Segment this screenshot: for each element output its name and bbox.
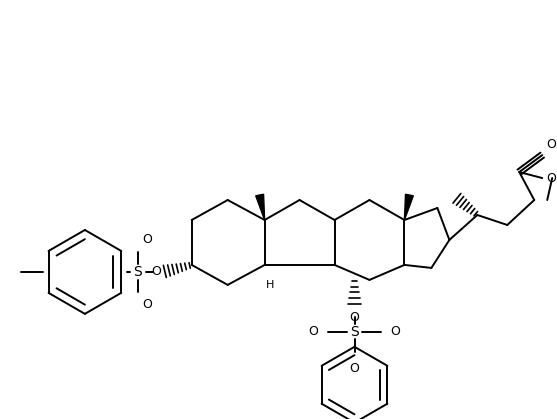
Text: O: O xyxy=(142,233,152,246)
Text: O: O xyxy=(142,298,152,311)
Text: O: O xyxy=(151,265,161,278)
Text: O: O xyxy=(350,362,359,375)
Text: O: O xyxy=(546,171,556,184)
Text: H: H xyxy=(266,280,274,290)
Text: S: S xyxy=(134,265,142,279)
Text: O: O xyxy=(390,325,400,338)
Polygon shape xyxy=(256,194,265,220)
Text: O: O xyxy=(309,325,319,338)
Polygon shape xyxy=(404,194,413,220)
Text: O: O xyxy=(350,311,359,324)
Text: O: O xyxy=(546,138,556,151)
Text: S: S xyxy=(350,325,359,339)
